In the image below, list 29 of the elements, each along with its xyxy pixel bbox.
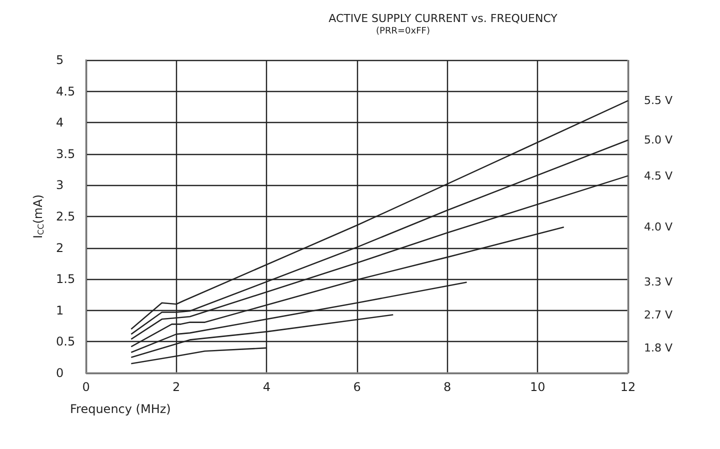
y-tick-label: 2: [56, 240, 64, 255]
series-label: 4.5 V: [644, 169, 673, 182]
text: 4.0 V: [644, 220, 673, 234]
y-tick-label: 3.5: [56, 146, 76, 161]
text: 2.7 V: [644, 308, 673, 322]
y-tick-label: 2.5: [56, 210, 76, 224]
y-tick-label: 5: [56, 53, 64, 67]
y-tick-label: 1: [56, 303, 64, 318]
text: 1.8 V: [644, 341, 673, 354]
x-tick-label: 4: [262, 380, 270, 394]
series-label: 5.0 V: [644, 134, 673, 147]
x-tick-label: 2: [172, 380, 180, 394]
chart-title: ACTIVE SUPPLY CURRENT vs. FREQUENCY: [328, 12, 558, 25]
series-label: 5.5 V: [644, 94, 673, 108]
text: 3.3 V: [644, 276, 673, 289]
x-tick-label: 8: [444, 380, 452, 394]
x-axis-title: Frequency (MHz): [70, 402, 171, 416]
x-tick-label: 0: [82, 380, 90, 394]
y-axis-title: ICC(mA): [31, 194, 46, 238]
y-tick-label: 0: [56, 366, 64, 380]
y-tick-label: 4.5: [56, 84, 76, 98]
x-tick-label: 12: [620, 380, 636, 394]
chart-subtitle: (PRR=0xFF): [376, 26, 430, 36]
y-tick-label: 3: [56, 178, 64, 192]
y-tick-label: 4: [56, 116, 64, 130]
x-tick-label: 6: [353, 380, 361, 394]
x-tick-label: 10: [530, 380, 546, 394]
y-tick-label: 1.5: [56, 272, 76, 286]
y-tick-label: 0.5: [56, 334, 76, 349]
